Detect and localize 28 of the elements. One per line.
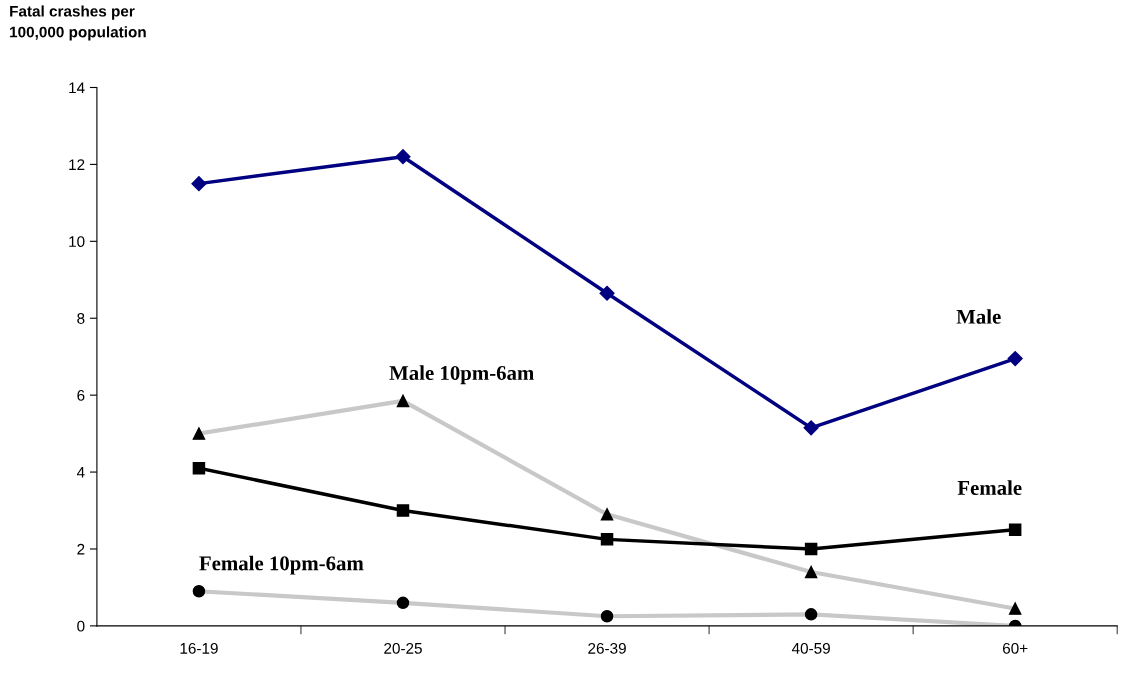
point (803, 420, 819, 436)
point (600, 533, 614, 546)
point (396, 504, 410, 517)
x-tick-label: 60+ (1002, 642, 1028, 654)
point (1008, 523, 1022, 536)
y-tick-label: 2 (77, 543, 85, 555)
point (599, 285, 615, 301)
series-label: Female (957, 480, 1022, 495)
x-tick-label: 20-25 (384, 642, 422, 654)
point (395, 149, 411, 165)
y-tick-label: 12 (69, 159, 85, 170)
series-label: Male (956, 309, 1001, 324)
y-tick-label: 0 (77, 620, 85, 632)
y-tick-label: 14 (69, 82, 85, 94)
series-label: Female 10pm-6am (199, 555, 364, 575)
point (191, 176, 207, 192)
x-tick-label: 40-59 (791, 642, 830, 654)
y-axis-title: Fatal crashes per 100,000 population (10, 5, 146, 41)
x-tick-label: 16-19 (180, 642, 218, 654)
y-tick-label: 8 (77, 313, 85, 324)
series-label: Male 10pm-6am (389, 365, 534, 385)
point (1007, 351, 1023, 367)
point (192, 461, 206, 475)
y-tick-label: 6 (77, 390, 85, 401)
x-tick-label: 26-39 (588, 642, 626, 654)
y-tick-label: 4 (76, 467, 85, 478)
y-tick-label: 10 (69, 236, 85, 247)
point (804, 542, 818, 556)
